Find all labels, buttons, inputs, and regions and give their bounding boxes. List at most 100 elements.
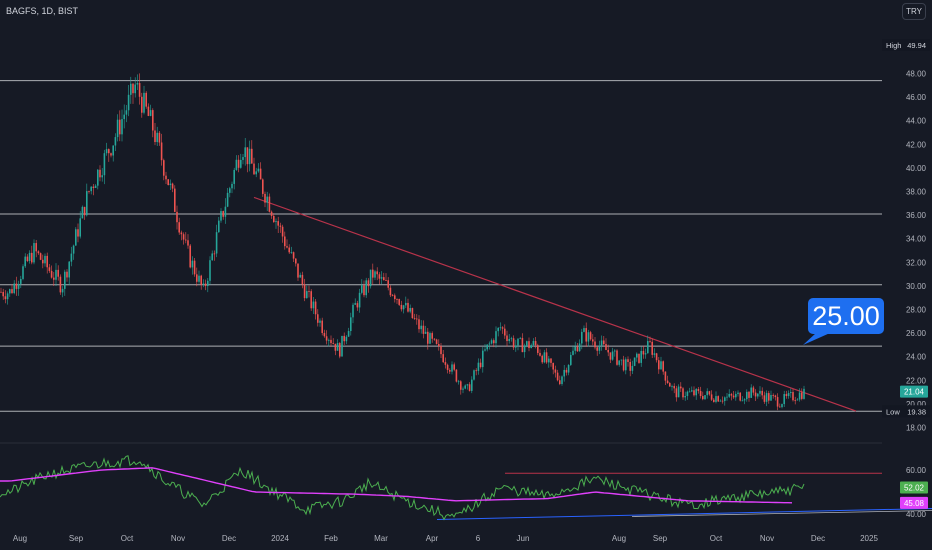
candle-body [28,252,31,262]
high-label-bg [882,39,930,51]
candle-body [64,271,66,289]
candle-body [6,293,9,300]
candle-body [237,159,240,168]
candle-body [297,263,299,278]
candle-body [325,336,328,341]
candle-body [108,149,110,154]
candle-body [719,400,722,402]
candle-body [268,196,271,212]
candle-body [299,274,301,278]
candle-body [713,399,715,402]
price-tick-label: 18.00 [906,424,927,433]
candle-body [317,314,319,323]
candle-body [284,236,286,247]
candle-body [512,338,515,348]
time-tick-label: Aug [13,534,27,543]
price-tick-label: 34.00 [906,235,927,244]
candle-body [339,343,341,357]
price-tick-label: 24.00 [906,353,927,362]
candle-body [497,327,499,332]
last-price-tag: 21.04 [900,385,928,398]
candle-body [479,362,482,368]
candle-body [596,347,598,351]
candle-body [114,137,117,146]
candle-body [477,362,480,371]
candle-body [259,168,262,180]
price-tick-label: 30.00 [906,282,927,291]
candle-body [198,275,200,282]
candle-body [319,320,321,323]
candle-body [655,353,658,361]
candle-body [53,277,55,280]
candle-body [614,350,616,352]
candle-body [279,225,282,227]
candle-body [372,269,374,278]
candle-body [286,246,288,248]
candle-body [677,386,680,398]
candle-body [79,218,81,237]
candle-body [257,168,260,172]
time-tick-label: Jun [517,534,530,543]
candle-body [675,388,678,398]
candle-body [504,328,506,336]
candle-body [550,358,552,363]
candle-body [792,392,794,401]
candle-body [702,396,704,400]
candle-body [39,253,42,260]
candle-body [387,280,389,288]
price-tick-label: 36.00 [906,211,927,220]
low-label: Low 19.38 [882,405,930,418]
candle-body [460,381,462,390]
candle-body [647,341,649,354]
candle-body [171,183,174,189]
candle-body [187,240,189,246]
candle-body [35,243,37,252]
candle-body [156,132,158,143]
price-tick-label: 32.00 [906,258,927,267]
candle-body [548,358,550,363]
time-tick-label: Aug [612,534,626,543]
candle-body [68,261,70,278]
time-tick-label: Sep [653,534,668,543]
candle-body [735,393,737,398]
candle-body [341,335,343,357]
oscillator-ma-line [0,467,793,504]
candle-body [506,335,508,342]
candle-body [759,390,761,394]
candle-body [618,360,620,365]
candle-body [376,271,378,275]
candle-body [427,331,429,344]
candle-body [169,183,172,185]
candle-body [2,292,4,297]
last-price-bg [900,385,928,398]
candle-body [378,274,381,279]
candle-body [222,211,224,217]
candle-body [633,357,636,366]
candle-body [748,391,750,398]
candle-body [717,396,719,402]
candle-body [251,148,253,164]
candle-body [218,220,220,233]
candle-body [673,386,675,389]
price-tick-label: 46.00 [906,93,927,102]
candle-body [191,260,194,268]
candle-body [594,341,596,348]
candle-body [92,186,95,189]
currency-button[interactable]: TRY [902,3,926,20]
high-label-value: 49.94 [907,41,926,50]
candle-body [33,243,35,263]
candle-body [248,148,251,165]
candle-body [644,353,647,355]
candle-body [532,341,535,346]
candle-body [484,349,486,351]
candle-body [559,380,561,384]
candle-body [224,206,227,217]
osc-value-tag: 52.02 [900,481,928,494]
price-callout: 25.00 [803,298,884,345]
candle-body [642,350,645,355]
candle-body [444,362,447,365]
candle-body [242,157,244,160]
candle-body [435,339,438,344]
candle-body [26,256,29,262]
